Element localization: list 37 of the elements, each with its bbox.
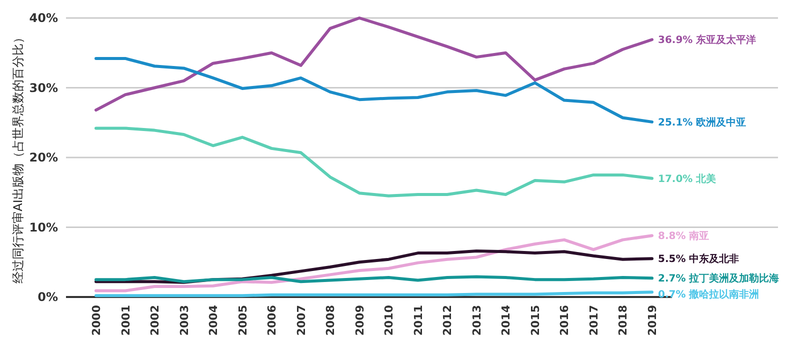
- text: 17.0% 北美: [658, 174, 716, 185]
- x-tick-label: 2005: [236, 305, 250, 336]
- x-tick-label: 2000: [90, 304, 103, 336]
- y-tick-label: 10%: [29, 220, 58, 234]
- text: 8.8% 南亚: [658, 231, 710, 242]
- x-tick-label: 2011: [412, 305, 425, 336]
- x-tick-label: 2009: [353, 305, 366, 336]
- text: 0.7% 撒哈拉以南非洲: [658, 290, 760, 301]
- x-tick-label: 2007: [294, 305, 308, 336]
- x-tick-label: 2014: [500, 304, 513, 336]
- text: 36.9% 东亚及太平洋: [658, 35, 756, 46]
- y-tick-label: 30%: [29, 80, 58, 95]
- y-tick-label: 40%: [29, 11, 58, 26]
- line-series: [94, 56, 654, 124]
- y-tick-label: 20%: [29, 150, 58, 165]
- x-tick-label: 2013: [470, 305, 484, 336]
- x-tick-label: 2017: [587, 305, 600, 336]
- x-tick-label: 2001: [119, 305, 132, 336]
- line-series: [94, 234, 654, 292]
- y-tick-label: 0%: [38, 290, 58, 304]
- line-series: [94, 126, 654, 198]
- x-tick-label: 2015: [528, 305, 542, 336]
- x-tick-label: 2008: [324, 305, 338, 336]
- x-tick-label: 2004: [207, 304, 220, 336]
- text: 25.1% 欧洲及中亚: [658, 117, 746, 128]
- x-tick-label: 2002: [148, 305, 162, 336]
- x-tick-label: 2010: [382, 304, 396, 336]
- x-tick-label: 2016: [558, 304, 572, 336]
- line-series: [94, 16, 654, 112]
- x-tick-label: 2006: [266, 304, 279, 336]
- x-tick-label: 2012: [441, 305, 454, 336]
- x-tick-label: 2018: [616, 305, 630, 336]
- x-tick-label: 2019: [646, 305, 659, 336]
- y-axis-title: 经过同行评审AI出版物（占世界总数的百分比）: [11, 32, 25, 284]
- text: 2.7% 拉丁美洲及加勒比海: [658, 274, 780, 285]
- text: 5.5% 中东及北非: [658, 254, 740, 266]
- x-tick-label: 2003: [178, 305, 191, 336]
